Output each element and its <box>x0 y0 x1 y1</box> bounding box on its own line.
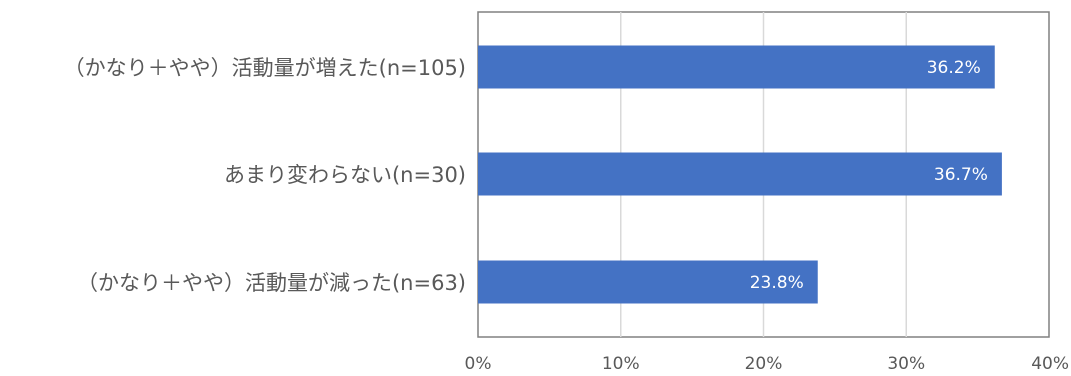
x-tick-label: 0% <box>465 354 492 374</box>
bars <box>478 45 1002 304</box>
bar <box>478 260 818 304</box>
data-label: 36.2% <box>927 58 981 78</box>
x-axis-tick-labels: 0% 10% 20% 30% 40% <box>465 354 1069 374</box>
category-label: （かなり＋やや）活動量が増えた(n=105) <box>64 56 466 80</box>
data-label: 36.7% <box>934 165 988 185</box>
category-label: （かなり＋やや）活動量が減った(n=63) <box>77 271 466 295</box>
category-labels: （かなり＋やや）活動量が増えた(n=105) あまり変わらない(n=30) （かなり… <box>64 56 466 295</box>
bar <box>478 45 995 89</box>
x-tick-label: 40% <box>1031 354 1069 374</box>
bar <box>478 152 1002 196</box>
x-tick-label: 20% <box>745 354 783 374</box>
data-label: 23.8% <box>750 273 804 293</box>
x-tick-label: 30% <box>887 354 925 374</box>
data-labels: 36.2% 36.7% 23.8% <box>750 58 988 293</box>
x-tick-label: 10% <box>602 354 640 374</box>
category-label: あまり変わらない(n=30) <box>224 163 466 187</box>
